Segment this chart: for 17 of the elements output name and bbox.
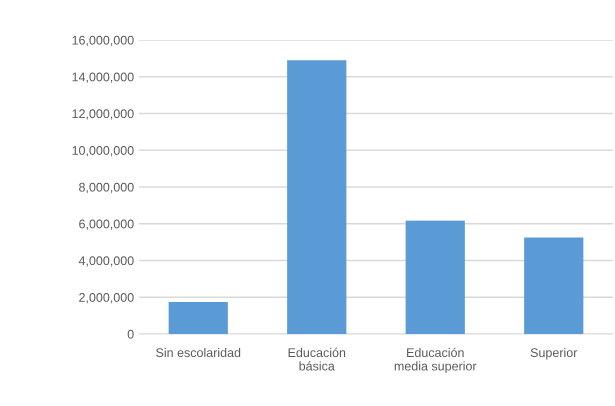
x-tick-label: Superior xyxy=(530,348,578,360)
bar xyxy=(524,238,584,334)
y-tick-label: 12,000,000 xyxy=(72,109,134,120)
y-tick-label: 2,000,000 xyxy=(79,293,134,304)
y-tick-label: 0 xyxy=(128,330,134,339)
y-tick-label: 4,000,000 xyxy=(78,256,134,267)
y-tick-label: 10,000,000 xyxy=(72,146,134,156)
y-tick-label: 14,000,000 xyxy=(72,72,134,83)
y-tick-label: 16,000,000 xyxy=(72,36,134,46)
y-tick-label: 6,000,000 xyxy=(79,220,134,230)
bar xyxy=(287,60,346,334)
x-tick-label: Sin escolaridad xyxy=(156,348,240,358)
bar xyxy=(406,220,465,334)
bar xyxy=(168,302,228,334)
y-tick-label: 8,000,000 xyxy=(79,182,134,194)
x-tick-label: Educación básica xyxy=(288,348,346,371)
x-tick-label: Educación media superior xyxy=(394,348,476,374)
